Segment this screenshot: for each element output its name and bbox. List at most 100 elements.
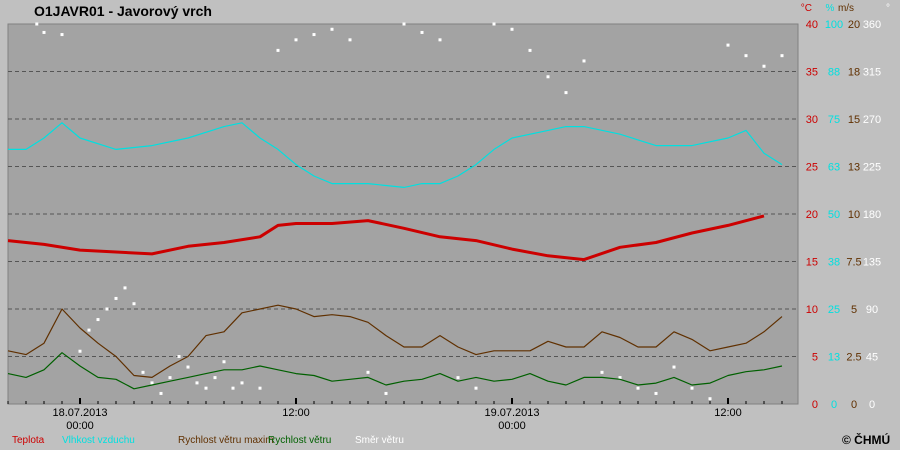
wind-direction-point [708, 397, 712, 401]
wind-direction-point [762, 64, 766, 68]
x-tick-label: 12:00 [282, 407, 310, 419]
series-line-1 [8, 122, 783, 188]
y-axis-unit: °C [801, 3, 812, 14]
y-tick-label: 7.5 [846, 257, 861, 269]
wind-direction-point [231, 386, 235, 390]
wind-direction-point [186, 365, 190, 369]
wind-direction-point [510, 27, 514, 31]
wind-direction-point [42, 30, 46, 34]
wind-direction-point [438, 38, 442, 42]
wind-direction-point [258, 386, 262, 390]
legend-item: Rychlost větru [268, 435, 331, 446]
y-tick-label: 45 [866, 352, 878, 364]
legend-item: Vlhkost vzduchu [62, 435, 135, 446]
y-tick-label: 5 [851, 304, 857, 316]
wind-direction-point [582, 59, 586, 63]
y-tick-label: 100 [825, 19, 843, 31]
wind-direction-point [600, 370, 604, 374]
legend-item: Směr větru [355, 435, 404, 446]
legend: Teplota Vlhkost vzduchu Rychlost větru max… [12, 435, 404, 446]
wind-direction-point [780, 54, 784, 58]
y-tick-label: 10 [848, 209, 860, 221]
wind-direction-point [60, 33, 64, 37]
y-tick-label: 0 [869, 399, 875, 411]
wind-direction-point [564, 91, 568, 95]
wind-direction-point [96, 318, 100, 322]
wind-direction-point [114, 296, 118, 300]
wind-direction-point [105, 307, 109, 311]
y-tick-label: 88 [828, 67, 840, 79]
wind-direction-point [150, 381, 154, 385]
wind-direction-point [222, 360, 226, 364]
y-tick-label: 18 [848, 67, 860, 79]
wind-direction-point [744, 54, 748, 58]
legend-item: Rychlost větru maxim [178, 435, 274, 446]
y-tick-label: 75 [828, 114, 840, 126]
wind-direction-point [195, 381, 199, 385]
y-axis-unit: ° [886, 3, 890, 14]
y-axes: °C0510152025303540%013253850637588100m/s… [801, 3, 890, 411]
y-tick-label: 135 [863, 257, 881, 269]
series-line-3 [7, 352, 783, 390]
x-tick-label: 12:00 [714, 407, 742, 419]
x-tick-label: 19.07.2013 [484, 407, 539, 419]
y-tick-label: 13 [848, 162, 860, 174]
y-tick-label: 40 [806, 19, 818, 31]
wind-direction-point [213, 376, 217, 380]
wind-direction-point [240, 381, 244, 385]
wind-direction-point [348, 38, 352, 42]
wind-direction-point [402, 22, 406, 26]
y-tick-label: 20 [806, 209, 818, 221]
wind-direction-point [87, 328, 91, 332]
wind-direction-point [420, 30, 424, 34]
wind-direction-point [384, 391, 388, 395]
y-axis-unit: m/s [838, 3, 854, 14]
series-line-2 [7, 304, 783, 378]
wind-direction-point [141, 370, 145, 374]
wind-direction-point [672, 365, 676, 369]
grid [8, 71, 798, 357]
y-tick-label: 360 [863, 19, 881, 31]
copyright-label: © ČHMÚ [842, 432, 890, 447]
y-tick-label: 50 [828, 209, 840, 221]
legend-item: Teplota [12, 435, 45, 446]
y-tick-label: 5 [812, 352, 818, 364]
y-tick-label: 0 [812, 399, 818, 411]
wind-direction-point [132, 302, 136, 306]
wind-direction-point [456, 376, 460, 380]
y-tick-label: 0 [831, 399, 837, 411]
wind-direction-point [474, 386, 478, 390]
wind-direction-point [35, 22, 39, 26]
wind-direction-point [726, 43, 730, 47]
wind-direction-point [159, 391, 163, 395]
wind-direction-point [528, 48, 532, 52]
y-tick-label: 0 [851, 399, 857, 411]
y-tick-label: 15 [848, 114, 860, 126]
y-tick-label: 30 [806, 114, 818, 126]
y-tick-label: 90 [866, 304, 878, 316]
y-tick-label: 180 [863, 209, 881, 221]
y-tick-label: 315 [863, 67, 881, 79]
wind-direction-point [654, 391, 658, 395]
y-tick-label: 15 [806, 257, 818, 269]
wind-direction-point [177, 355, 181, 358]
series-line-0 [7, 214, 765, 262]
wind-direction-point [78, 349, 82, 353]
y-tick-label: 225 [863, 162, 881, 174]
y-tick-label: 13 [828, 352, 840, 364]
y-tick-label: 25 [828, 304, 840, 316]
wind-direction-point [330, 27, 334, 31]
wind-direction-point [123, 286, 127, 290]
wind-direction-point [294, 38, 298, 42]
chart-title: O1JAVR01 - Javorový vrch [34, 3, 212, 19]
y-tick-label: 38 [828, 257, 840, 269]
y-tick-label: 2.5 [846, 352, 861, 364]
wind-direction-point [276, 48, 280, 52]
y-tick-label: 10 [806, 304, 818, 316]
y-axis-unit: % [826, 3, 835, 14]
y-tick-label: 270 [863, 114, 881, 126]
wind-direction-point [312, 33, 316, 37]
y-tick-label: 63 [828, 162, 840, 174]
